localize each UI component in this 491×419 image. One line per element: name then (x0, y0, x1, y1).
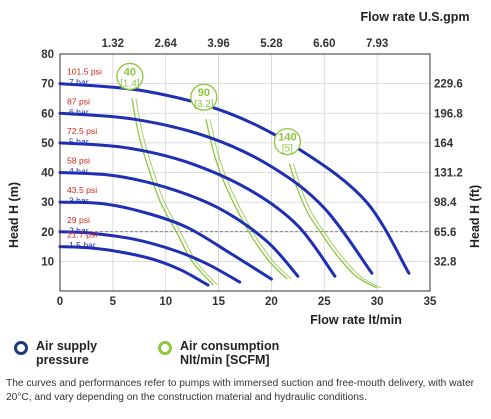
y-tick-label: 50 (41, 138, 54, 150)
y-axis-right-title: Head H (ft) (468, 185, 482, 248)
air-label-circle-40 (116, 62, 144, 91)
y-right-tick-label: 229.6 (434, 79, 463, 91)
y-right-tick-label: 131.2 (434, 168, 463, 180)
top-tick-label: 6.60 (313, 38, 335, 50)
green-ring-icon (158, 341, 172, 355)
air-label-value: 140 (278, 132, 296, 144)
bar-label: 5 bar (69, 136, 89, 146)
bar-label: 4 bar (69, 166, 89, 176)
air-label-scfm: [1.4] (120, 78, 140, 89)
pressure-curve-2-bar (58, 230, 242, 284)
x-tick-label: 10 (159, 296, 172, 308)
air-label-circle-140 (273, 127, 302, 156)
plot-frame (59, 53, 431, 292)
top-tick-label: 3.96 (207, 38, 229, 50)
air-curve-140 (288, 163, 378, 289)
air-curve-90-band (209, 119, 292, 280)
top-axis-title: Flow rate U.S.gpm (360, 10, 469, 24)
air-curve-90 (205, 119, 288, 280)
bar-label: 1.5 bar (69, 240, 96, 250)
y-right-tick-label: 65.6 (434, 227, 456, 239)
pump-performance-chart: 0 5 10 15 20 25 30 35 10 20 30 40 50 60 70 80 1.32 2.64 3.… (7, 10, 482, 327)
air-label-scfm: [5] (282, 144, 293, 155)
x-tick-label: 25 (318, 296, 331, 308)
air-curve-40 (131, 98, 214, 286)
y-right-tick-label: 32.8 (434, 256, 457, 268)
y-right-tick-label: 196.8 (434, 108, 463, 120)
bar-label: 6 bar (69, 107, 89, 117)
plot-border (59, 53, 431, 292)
pressure-curve-7-bar (58, 82, 411, 275)
pressure-curve-5-bar (58, 141, 337, 278)
grid (60, 54, 430, 291)
x-tick-label: 15 (212, 296, 225, 308)
legend-pressure-line2: pressure (36, 353, 89, 367)
legend-air-line1: Air consumption (180, 339, 280, 353)
pressure-curve-4-bar (58, 171, 300, 278)
top-tick-label: 1.32 (102, 38, 124, 50)
legend-pressure: Air supply pressure (14, 339, 97, 367)
air-curve-140-band (292, 163, 382, 289)
psi-label: 72.5 psi (67, 126, 97, 136)
air-label-circle-90 (190, 83, 218, 111)
top-tick-label: 7.93 (366, 38, 388, 50)
y-tick-label: 70 (41, 79, 54, 91)
psi-label: 58 psi (67, 156, 90, 166)
pressure-curve-3-bar (58, 200, 273, 281)
air-label-value: 40 (124, 66, 136, 78)
psi-label: 21.7 psi (67, 230, 97, 240)
psi-label: 29 psi (67, 215, 90, 225)
y-right-tick-label: 98.4 (434, 197, 457, 209)
x-tick-label: 35 (424, 296, 437, 308)
x-axis-title: Flow rate lt/min (310, 313, 402, 327)
legend-air-line2: Nlt/min [SCFM] (180, 353, 270, 367)
tick-labels: 0 5 10 15 20 25 30 35 10 20 30 40 50 60 70 80 1.32 2.64 3.… (41, 38, 463, 308)
air-label-value: 90 (198, 87, 210, 99)
psi-label: 43.5 psi (67, 185, 97, 195)
y-tick-label: 40 (41, 168, 54, 180)
bar-label: 3 bar (69, 196, 89, 206)
pressure-curves (58, 82, 411, 287)
y-tick-label: 20 (41, 227, 54, 239)
y-right-tick-label: 164 (434, 138, 454, 150)
air-curve-40-band (135, 98, 218, 286)
air-label-scfm: [3.2] (194, 99, 214, 110)
x-tick-label: 5 (110, 296, 117, 308)
legend-pressure-line1: Air supply (36, 339, 98, 353)
pressure-curve-6-bar (58, 111, 374, 275)
psi-label: 87 psi (67, 96, 90, 106)
x-tick-label: 30 (371, 296, 384, 308)
top-tick-label: 2.64 (155, 38, 178, 50)
y-tick-label: 10 (41, 256, 54, 268)
air-consumption-curves (131, 98, 382, 289)
y-axis-title: Head H (m) (7, 182, 21, 248)
bar-label: 7 bar (69, 77, 89, 87)
y-tick-label: 80 (41, 49, 54, 61)
x-tick-label: 20 (265, 296, 278, 308)
pressure-curve-1-5-bar (58, 245, 210, 287)
y-tick-label: 60 (41, 108, 54, 120)
x-tick-label: 0 (57, 296, 63, 308)
bar-label: 2 bar (69, 225, 89, 235)
footnote: The curves and performances refer to pum… (6, 378, 475, 403)
psi-label: 101.5 psi (67, 67, 102, 77)
legend-air: Air consumption Nlt/min [SCFM] (158, 339, 279, 367)
y-tick-label: 30 (41, 197, 54, 209)
blue-ring-icon (14, 341, 28, 355)
top-tick-label: 5.28 (260, 38, 283, 50)
